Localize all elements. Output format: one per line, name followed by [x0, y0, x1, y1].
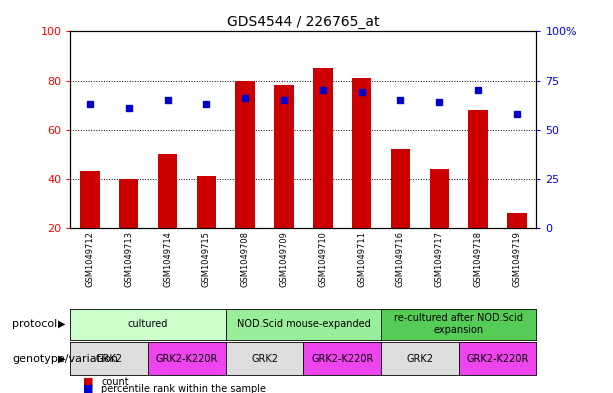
Bar	[507, 213, 527, 228]
Text: cultured: cultured	[128, 319, 169, 329]
Text: ▶: ▶	[58, 354, 65, 364]
Bar	[158, 154, 177, 228]
Bar	[80, 171, 99, 228]
Text: GRK2: GRK2	[406, 354, 433, 364]
Bar	[119, 179, 139, 228]
Text: genotype/variation: genotype/variation	[12, 354, 118, 364]
Bar	[391, 149, 410, 228]
Bar	[275, 86, 294, 228]
Text: count: count	[101, 377, 129, 387]
Text: GRK2: GRK2	[251, 354, 278, 364]
Bar	[468, 110, 488, 228]
Text: protocol: protocol	[12, 319, 58, 329]
Text: ■: ■	[83, 377, 93, 387]
Text: ▶: ▶	[58, 319, 65, 329]
Title: GDS4544 / 226765_at: GDS4544 / 226765_at	[227, 15, 379, 29]
Text: GRK2-K220R: GRK2-K220R	[466, 354, 529, 364]
Bar	[352, 78, 371, 228]
Text: GRK2-K220R: GRK2-K220R	[156, 354, 218, 364]
Bar	[430, 169, 449, 228]
Bar	[235, 81, 255, 228]
Text: re-cultured after NOD.Scid
expansion: re-cultured after NOD.Scid expansion	[394, 314, 524, 335]
Text: ■: ■	[83, 384, 93, 393]
Text: GRK2-K220R: GRK2-K220R	[311, 354, 373, 364]
Bar	[313, 68, 333, 228]
Text: NOD.Scid mouse-expanded: NOD.Scid mouse-expanded	[237, 319, 370, 329]
Text: percentile rank within the sample: percentile rank within the sample	[101, 384, 266, 393]
Text: GRK2: GRK2	[96, 354, 123, 364]
Bar	[197, 176, 216, 228]
